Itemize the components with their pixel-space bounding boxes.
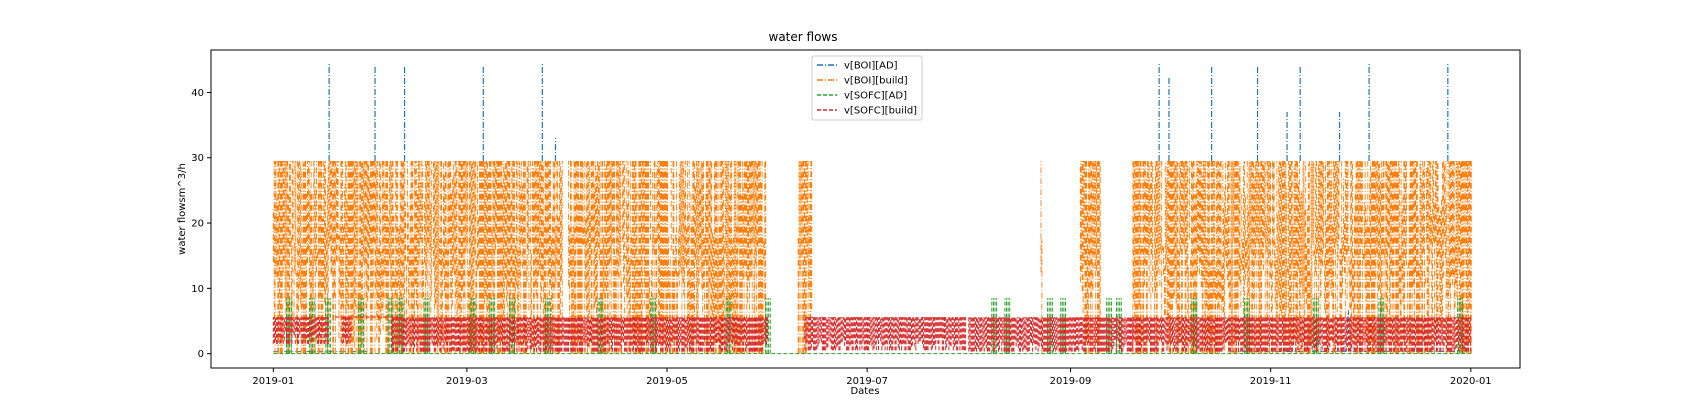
series-line-sofc-ad-burst: [387, 298, 394, 354]
x-tick-label: 2019-01: [252, 376, 294, 387]
x-tick-label: 2019-05: [646, 376, 688, 387]
y-tick-label: 20: [191, 219, 204, 230]
series-line-boi-build-segment: [797, 161, 813, 354]
legend-label: v[BOI][build]: [844, 76, 908, 87]
plot-frame: [210, 49, 1521, 369]
x-axis: 2019-01 2019-03 2019-05 2019-07 2019-09 2019-…: [252, 368, 1492, 387]
series-line-sofc-ad-burst: [358, 298, 364, 354]
series-line-boi-ad-segment: [1231, 303, 1466, 353]
legend-label: v[SOFC][AD]: [844, 91, 907, 102]
legend-label: v[SOFC][build]: [844, 106, 917, 117]
series-line-sofc-build-segment: [804, 317, 966, 351]
legend: v[BOI][AD] v[BOI][build] v[SOFC][AD] v[SOFC…: [811, 55, 923, 121]
series-line-sofc-build-segment: [968, 317, 1134, 352]
series-line-sofc-build-segment: [341, 317, 352, 344]
series-line-sofc-build-segment: [390, 317, 769, 352]
x-tick-label: 2019-09: [1050, 376, 1092, 387]
y-tick-label: 0: [198, 349, 204, 360]
series-line-sofc-ad-burst: [325, 298, 332, 354]
series-line-boi-build-segment: [1132, 161, 1472, 354]
y-axis: 0 10 20 30 40: [191, 88, 211, 360]
legend-box: [811, 55, 923, 121]
series-line-boi-build-segment: [1079, 161, 1101, 354]
series-line-sofc-ad-burst: [764, 298, 771, 354]
series-line-boi-build-segment: [1040, 161, 1043, 354]
x-tick-label: 2019-03: [446, 376, 488, 387]
series-line-boi-build-segment: [272, 161, 563, 354]
y-tick-label: 10: [191, 284, 204, 295]
y-tick-label: 30: [191, 153, 204, 164]
series-line-sofc-build-segment: [272, 317, 329, 344]
series-line-sofc-build-segment: [1132, 317, 1472, 352]
y-axis-label: water flowsm^3/h: [177, 163, 188, 255]
series-line-sofc-ad-burst: [285, 298, 292, 354]
plot-area: [272, 63, 1472, 355]
x-tick-label: 2019-11: [1250, 376, 1292, 387]
legend-label: v[BOI][AD]: [844, 61, 898, 72]
x-tick-label: 2020-01: [1450, 376, 1492, 387]
chart-title: water flows: [769, 30, 838, 44]
x-tick-label: 2019-07: [846, 376, 888, 387]
x-axis-label: Dates: [850, 386, 879, 397]
series-line-sofc-ad-burst: [308, 298, 315, 354]
series-line-boi-build-segment: [568, 161, 767, 354]
y-tick-label: 40: [191, 88, 204, 99]
